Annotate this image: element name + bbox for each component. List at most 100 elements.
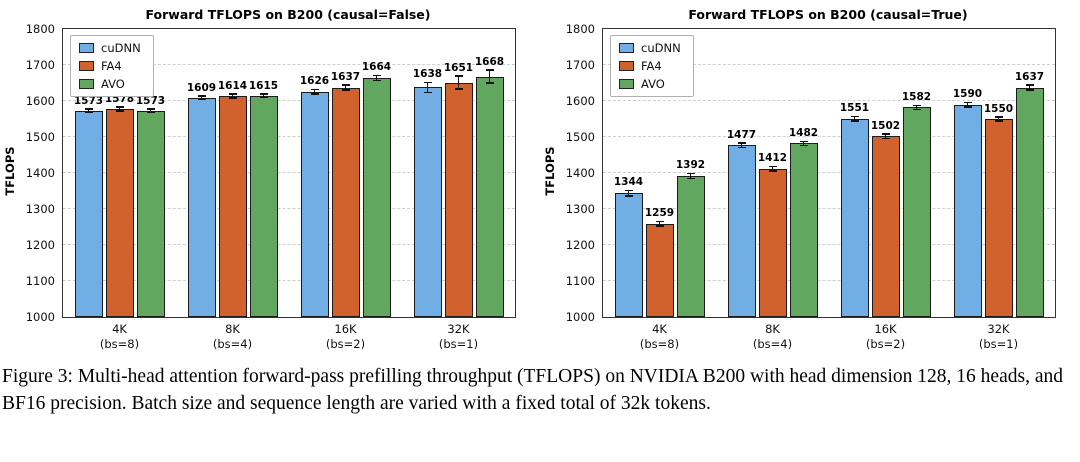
y-tick-label: 1800 [565,22,595,36]
error-bar-cap [912,104,921,107]
error-bar [853,117,856,121]
bar-value-label: 1392 [675,159,706,172]
bar-value-label: 1614 [217,79,248,92]
x-tick-16k: 16K (bs=2) [865,322,906,351]
legend: cuDNN FA4 AVO [610,35,694,97]
error-bar-cap [768,165,777,168]
x-tick-8k: 8K (bs=4) [752,322,793,351]
gridline [63,64,515,65]
bar-value-label: 1609 [186,81,217,94]
gridline [603,244,1055,245]
y-tick-label: 1200 [25,238,55,252]
legend-label: FA4 [101,59,122,73]
bar-fa4-16k [331,87,360,317]
error-bar [313,90,316,94]
bar-value-label: 1412 [757,152,788,165]
y-tick-label: 1700 [565,58,595,72]
x-tick-32k: 32K (bs=1) [978,322,1019,351]
bar-value-label: 1573 [73,94,104,107]
gridline [63,280,515,281]
legend-item-fa4: FA4 [619,59,681,73]
y-tick-label: 1000 [565,310,595,324]
error-bar [426,83,429,92]
y-axis-label: TFLOPS [3,146,17,196]
error-bar-cap [624,189,633,191]
error-bar-cap [197,98,206,101]
bar-value-label: 1551 [839,102,870,115]
bar-cudnn-16k [300,91,329,317]
error-bar [375,76,378,80]
error-bar-cap [485,82,494,84]
charts-row: Forward TFLOPS on B200 (causal=False) TF… [3,0,1080,352]
x-tick-8k: 8K (bs=4) [212,322,253,351]
bar-value-label: 1590 [952,88,983,101]
y-tick-label: 1700 [25,58,55,72]
error-bar-cap [737,146,746,149]
bar-avo-4k [136,110,165,317]
x-tick-4k: 4K (bs=8) [99,322,140,351]
legend-label: FA4 [641,59,662,73]
bar-fa4-8k [758,168,787,317]
y-axis-label: TFLOPS [543,146,557,196]
bar-value-label: 1615 [248,79,279,92]
gridline [63,244,515,245]
legend-swatch [619,61,634,71]
error-bar-cap [799,140,808,143]
gridline [603,280,1055,281]
gridline [603,172,1055,173]
error-bar-cap [1025,89,1034,91]
error-bar [740,143,743,147]
x-tick-32k: 32K (bs=1) [438,322,479,351]
bar-avo-8k [249,95,278,317]
chart-causal-true: Forward TFLOPS on B200 (causal=True) TFL… [540,0,1080,352]
bar-value-label: 1637 [1014,70,1045,83]
error-bar-cap [737,142,746,144]
x-tick-4k: 4K (bs=8) [639,322,680,351]
bar-value-label: 1550 [983,102,1014,115]
bar-value-label: 1582 [901,91,932,104]
error-bar [627,191,630,196]
error-bar-cap [423,91,432,94]
error-bar-cap [850,120,859,122]
bar-value-label: 1344 [613,176,644,188]
legend-swatch [79,79,94,89]
error-bar-cap [655,225,664,227]
error-bar-cap [372,74,381,77]
error-bar [802,142,805,145]
bar-cudnn-32k [413,87,442,317]
error-bar [915,106,918,109]
legend-swatch [79,43,94,53]
gridline [603,100,1055,101]
error-bar-cap [423,81,432,83]
bar-value-label: 1502 [870,119,901,132]
y-tick-label: 1500 [565,130,595,144]
bar-avo-32k [475,76,504,317]
error-bar-cap [994,116,1003,118]
y-tick-label: 1600 [565,94,595,108]
error-bar-cap [963,101,972,104]
y-tick-label: 1400 [25,166,55,180]
bar-value-label: 1638 [412,68,443,80]
legend-swatch [619,79,634,89]
error-bar [149,109,152,112]
bar-fa4-4k [645,223,674,317]
error-bar-cap [84,108,93,110]
error-bar [262,94,265,97]
y-tick-label: 1200 [565,238,595,252]
bar-value-label: 1637 [330,70,361,83]
error-bar-cap [1025,84,1034,86]
error-bar-cap [881,137,890,140]
error-bar-cap [686,177,695,180]
error-bar-cap [686,172,695,175]
legend-item-cudnn: cuDNN [79,41,141,55]
error-bar-cap [963,106,972,108]
error-bar [457,76,460,89]
legend-label: AVO [641,77,665,91]
y-tick-label: 1500 [25,130,55,144]
chart-title: Forward TFLOPS on B200 (causal=True) [688,7,968,22]
error-bar-cap [912,108,921,111]
x-tick-16k: 16K (bs=2) [325,322,366,351]
gridline [603,64,1055,65]
error-bar-cap [799,144,808,147]
legend-label: cuDNN [641,41,681,55]
